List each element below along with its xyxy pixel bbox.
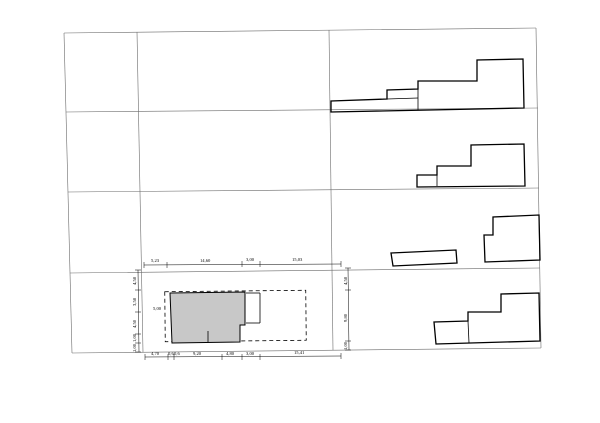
plot-grid — [63, 27, 542, 354]
dimension-labels: 5,23 14,60 3,00 15,03 4,70 0,6 0,6 9,20 … — [132, 257, 349, 357]
dim-bottom-7: 15,41 — [294, 350, 305, 356]
building-row-2 — [416, 143, 526, 188]
building-row-3 — [390, 214, 541, 267]
dim-top-4: 15,03 — [292, 257, 303, 263]
dim-bottom-3: 0,6 — [174, 351, 180, 357]
dim-bottom-6: 3,00 — [246, 351, 255, 357]
dim-right-2: 9,80 — [343, 313, 349, 322]
dim-bottom-1: 4,70 — [151, 351, 160, 357]
dim-left-1: 4,58 — [132, 276, 138, 285]
building-row-4 — [433, 292, 541, 345]
subject-plot — [164, 289, 307, 344]
dim-bottom-5: 4,80 — [226, 351, 235, 357]
dim-right-3: 1,00 — [343, 341, 349, 350]
dim-top-1: 5,23 — [151, 258, 160, 264]
dim-left-2: 3,58 — [132, 297, 138, 306]
dim-top-2: 14,60 — [200, 258, 211, 264]
dim-bottom-4: 9,20 — [193, 351, 202, 357]
dim-left-5: 1,00 — [132, 343, 138, 352]
dim-bottom-2: 0,6 — [168, 351, 174, 357]
dim-inner: 5,00 — [153, 306, 162, 312]
dim-left-4: 1,00 — [132, 333, 138, 342]
building-row-1 — [330, 58, 525, 113]
dim-right-1: 4,58 — [343, 276, 349, 285]
dimension-lines — [135, 261, 351, 360]
dim-left-3: 4,50 — [132, 319, 138, 328]
dim-top-3: 3,00 — [246, 257, 255, 263]
